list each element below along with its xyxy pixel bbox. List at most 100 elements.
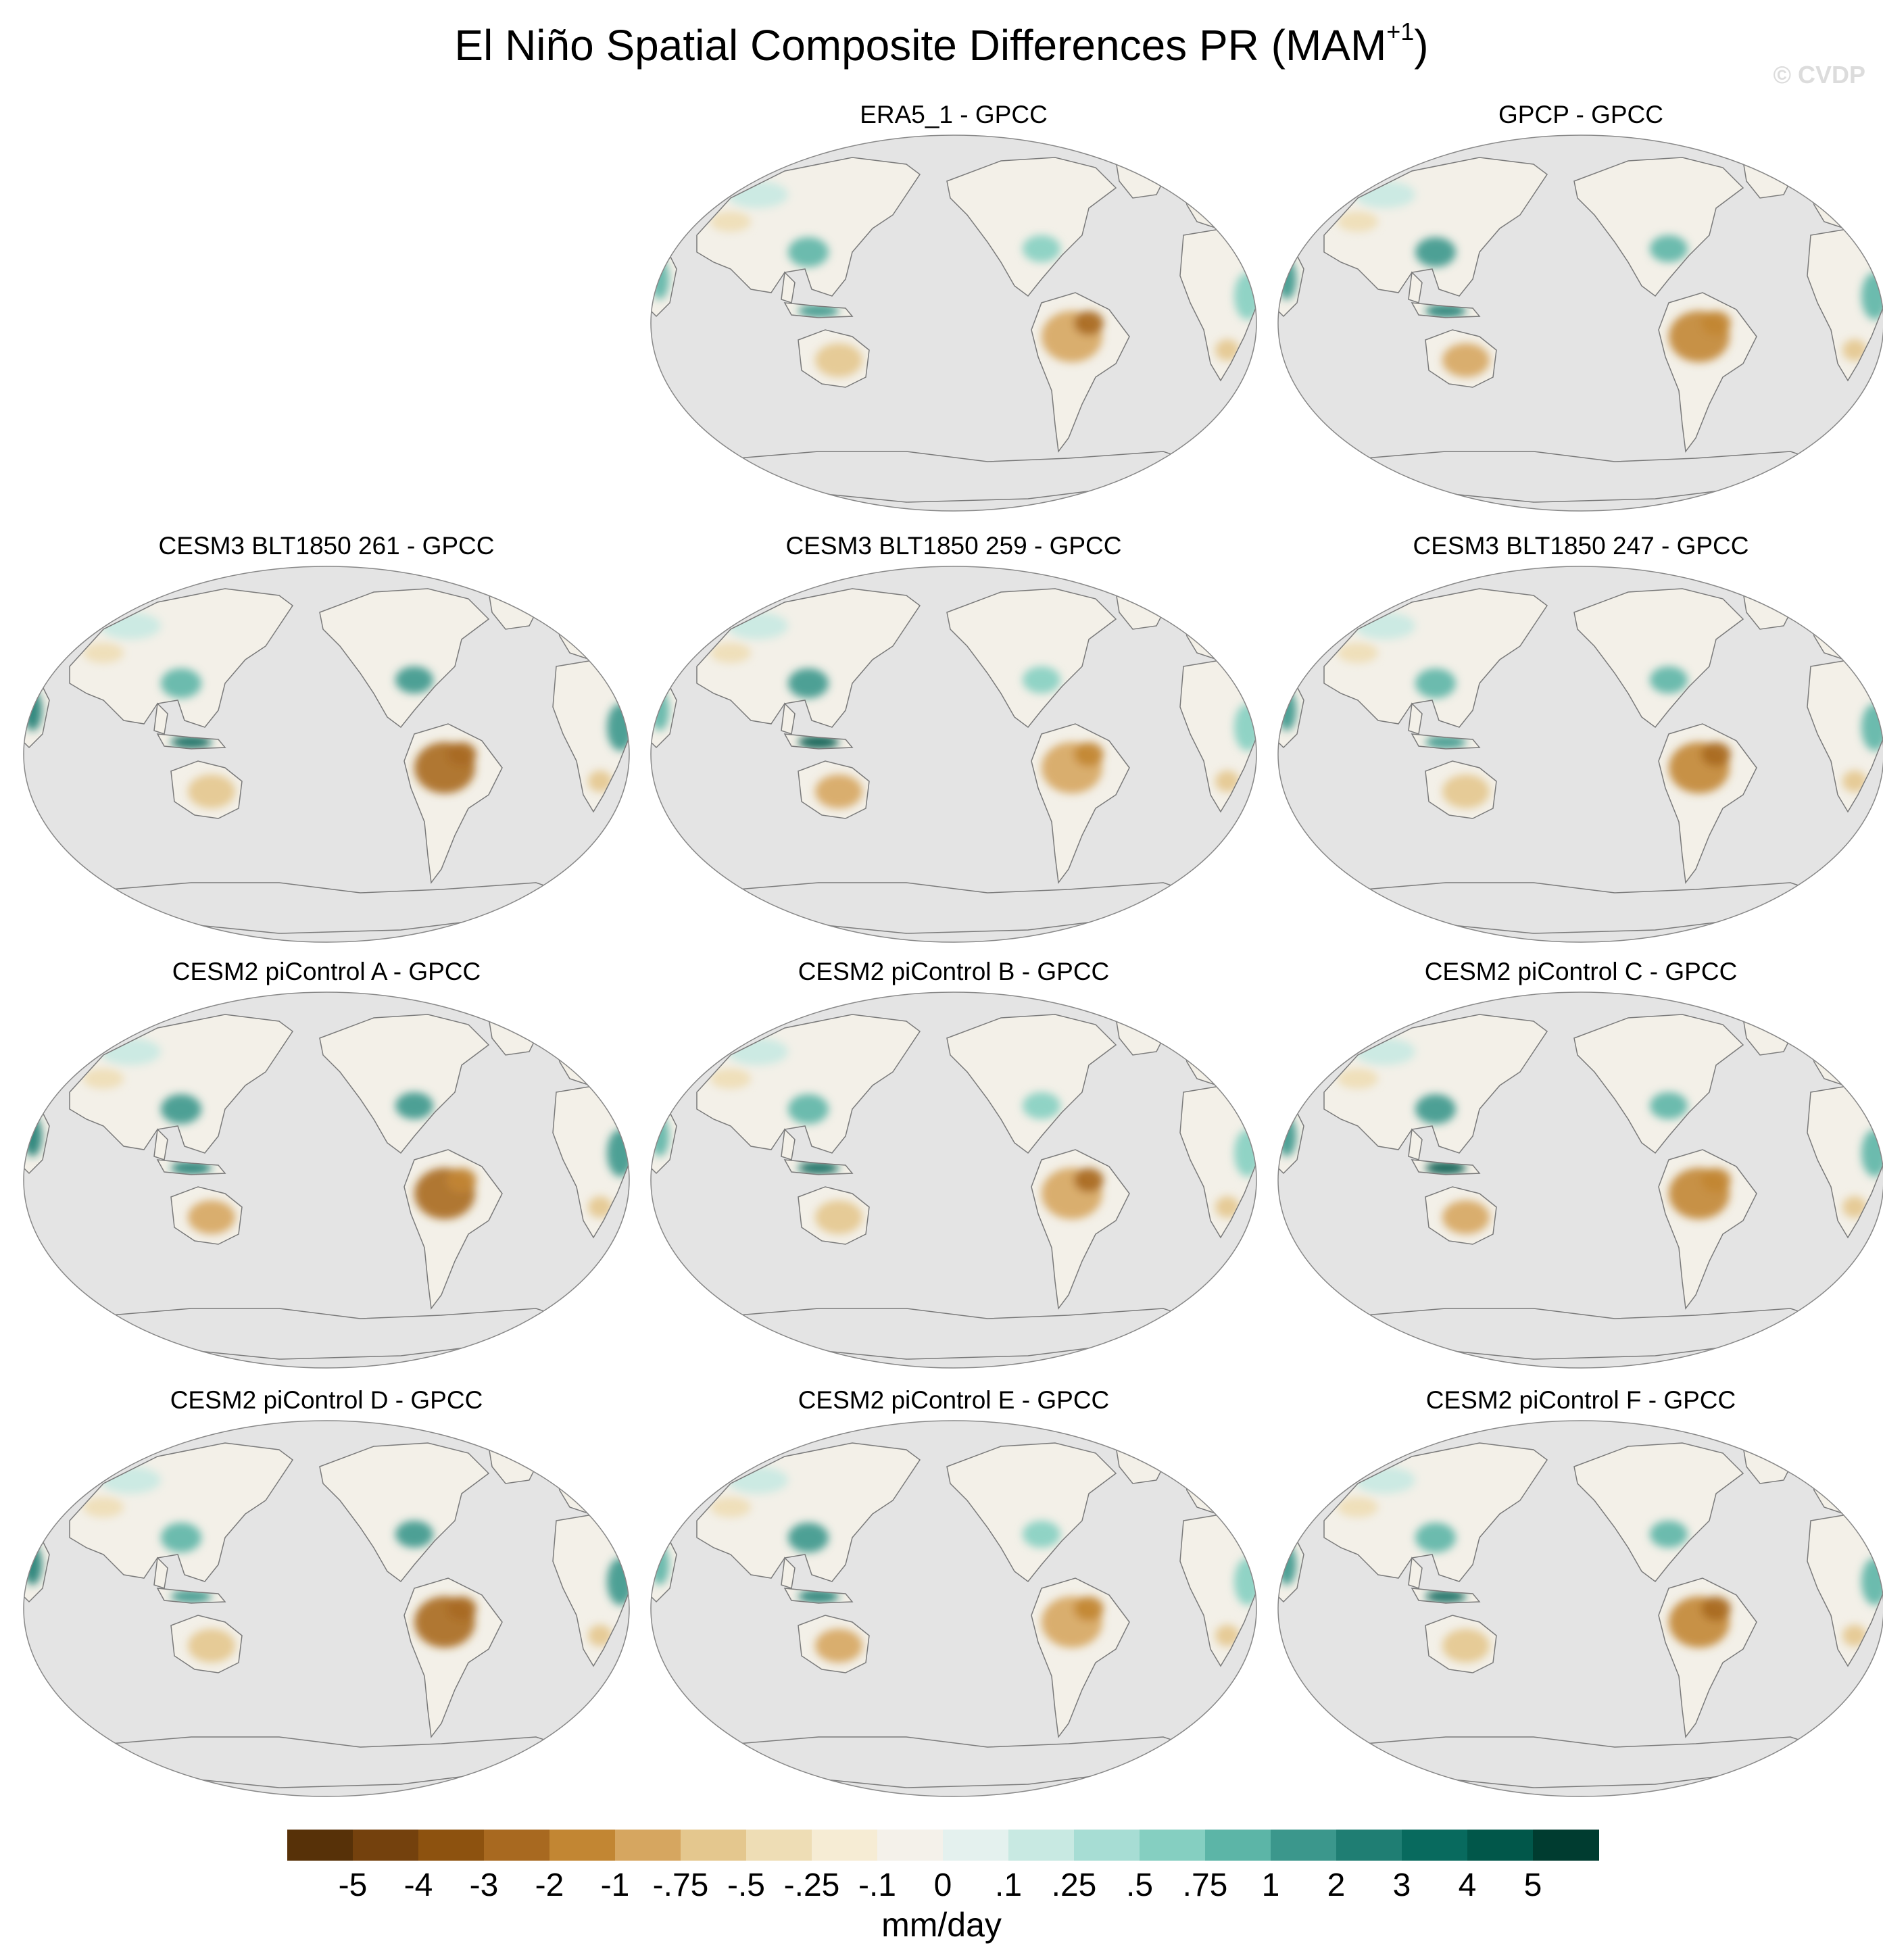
colorbar-swatch — [1533, 1830, 1599, 1861]
land-layer — [24, 585, 629, 934]
robinson-map — [1277, 991, 1883, 1369]
anomaly-patch — [1023, 235, 1060, 262]
anomaly-patch — [788, 668, 829, 698]
coastline-australia — [170, 1615, 243, 1673]
panel-title: CESM2 piControl A - GPCC — [172, 958, 481, 985]
map-panel: CESM2 piControl F - GPCC — [1267, 1386, 1883, 1818]
colorbar-tick-label: -.1 — [858, 1867, 896, 1903]
figure-title-main: El Niño Spatial Composite Differences PR… — [454, 21, 1387, 70]
colorbar-swatch — [1467, 1830, 1534, 1861]
anomaly-patch — [788, 237, 829, 267]
continent-seasia — [154, 1558, 168, 1588]
coastline-namerica — [946, 1014, 1117, 1154]
colorbar-swatch — [943, 1830, 1009, 1861]
anomaly-patch — [1842, 1196, 1867, 1218]
continent-antarctica — [110, 1308, 577, 1359]
map-border — [650, 566, 1257, 943]
anomaly-patch — [570, 1049, 597, 1068]
coastline-asia — [696, 157, 921, 297]
anomaly-patch — [161, 1523, 201, 1552]
colorbar-tick-label: 3 — [1392, 1867, 1411, 1903]
map-border — [650, 134, 1257, 512]
colorbar-units: mm/day — [881, 1906, 1002, 1944]
coastline-asia — [69, 1442, 294, 1582]
colorbar-swatch — [1205, 1830, 1271, 1861]
coastline-seasia — [781, 702, 796, 735]
anomaly-patch — [1197, 1477, 1224, 1496]
colorbar-tick-label: -.5 — [727, 1867, 765, 1903]
coastline-australia — [170, 760, 243, 819]
colorbar-tick-label: .5 — [1125, 1867, 1154, 1903]
anomaly-patch — [1650, 666, 1688, 693]
anomaly-patch — [1215, 1625, 1240, 1646]
anomaly-patch — [1842, 1625, 1867, 1646]
panel-title: CESM2 piControl F - GPCC — [1425, 1386, 1736, 1414]
anomaly-patch — [1824, 192, 1851, 211]
coastline-seasia — [153, 702, 168, 735]
coastline-indonesia — [156, 733, 226, 750]
continent-antarctica — [737, 1737, 1204, 1788]
land-layer — [1278, 153, 1883, 503]
anomaly-patch — [1442, 343, 1490, 377]
anomaly-patch — [1074, 1596, 1104, 1621]
anomaly-patch — [188, 775, 235, 808]
map-border — [23, 566, 630, 943]
anomaly-patch — [395, 1521, 433, 1548]
anomaly-patch — [1215, 1196, 1240, 1218]
anomaly-patch — [710, 1497, 751, 1517]
continent-seasia — [1409, 1558, 1422, 1588]
continent-seasia — [781, 704, 795, 734]
coastline-australia — [1425, 760, 1497, 819]
map-panel: CESM2 piControl A - GPCC — [12, 957, 641, 1390]
coastline-namerica — [1573, 1014, 1744, 1154]
robinson-map — [1277, 1420, 1883, 1797]
anomaly-patch — [1074, 311, 1104, 335]
coastline-seasia — [1408, 702, 1423, 735]
colorbar-tick-label: 0 — [933, 1867, 952, 1903]
panel-title: CESM3 BLT1850 259 - GPCC — [785, 532, 1122, 560]
coastline-namerica — [1573, 588, 1744, 729]
anomaly-patch — [815, 775, 862, 808]
coastline-namerica — [1573, 157, 1744, 297]
anomaly-patch — [1023, 1521, 1060, 1548]
continent-namerica — [320, 589, 489, 727]
anomaly-patch — [171, 735, 212, 749]
colorbar-swatch — [615, 1830, 681, 1861]
coastline-indonesia — [783, 1159, 854, 1175]
colorbar-tick-label: -1 — [600, 1867, 630, 1903]
continent-namerica — [947, 1443, 1116, 1582]
continent-antarctica — [1365, 451, 1831, 502]
anomaly-patch — [1650, 235, 1688, 262]
coastline-asia — [696, 588, 921, 728]
colorbar — [287, 1830, 1599, 1861]
anomaly-patch — [83, 1497, 124, 1517]
anomaly-patch — [798, 1590, 839, 1603]
panel-title: GPCP - GPCC — [1498, 101, 1663, 128]
colorbar-swatch — [549, 1830, 616, 1861]
anomaly-patch — [1215, 770, 1240, 792]
anomaly-patch — [815, 1629, 862, 1663]
coastline-australia — [798, 760, 870, 819]
colorbar-tick-label: .75 — [1182, 1867, 1228, 1903]
map-border — [650, 1420, 1257, 1797]
colorbar-tick-label: .1 — [994, 1867, 1023, 1903]
panel-title: CESM2 piControl C - GPCC — [1424, 958, 1738, 985]
continent-seasia — [1409, 704, 1422, 734]
colorbar-tick-label: -.25 — [783, 1867, 840, 1903]
anomaly-patch — [788, 1523, 829, 1552]
anomaly-patch — [188, 1629, 235, 1663]
colorbar-swatch — [1008, 1830, 1075, 1861]
coastline-indonesia — [1411, 733, 1481, 750]
map-panel: CESM2 piControl E - GPCC — [639, 1386, 1268, 1818]
anomaly-patch — [710, 212, 751, 232]
robinson-map — [1277, 134, 1883, 512]
cvdp-watermark: © CVDP — [1773, 61, 1865, 89]
figure-title-superscript: +1 — [1386, 18, 1415, 45]
panel-title: ERA5_1 - GPCC — [860, 101, 1048, 128]
coastline-samerica — [1658, 292, 1757, 453]
anomaly-patch — [1197, 1049, 1224, 1068]
colorbar-swatch — [1140, 1830, 1206, 1861]
coastline-indonesia — [1411, 1588, 1481, 1604]
coastline-namerica — [946, 157, 1117, 297]
colorbar-tick-label: .25 — [1051, 1867, 1097, 1903]
